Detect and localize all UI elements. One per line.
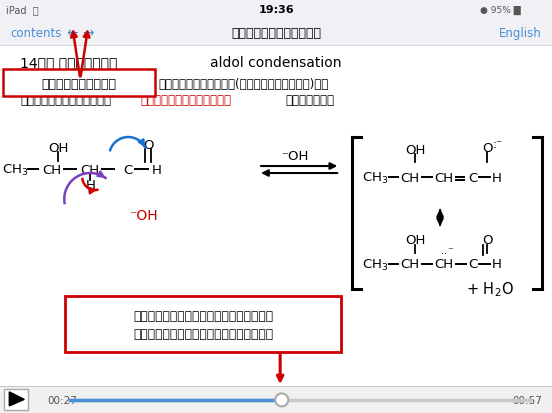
Text: aldol condensation: aldol condensation <box>210 56 342 70</box>
Text: ● 95% █: ● 95% █ <box>480 5 521 14</box>
Text: :⁻: :⁻ <box>493 137 503 150</box>
Text: →: → <box>82 26 94 40</box>
Text: O: O <box>143 138 153 151</box>
Text: C: C <box>124 163 133 176</box>
Text: ⁻OH: ⁻OH <box>129 209 157 223</box>
Polygon shape <box>9 392 24 406</box>
Text: O: O <box>482 234 492 247</box>
Text: 00:57: 00:57 <box>512 395 542 405</box>
Text: CH: CH <box>401 258 420 271</box>
Text: OH: OH <box>405 234 425 247</box>
Text: H: H <box>86 178 95 191</box>
Text: C: C <box>469 171 477 184</box>
Text: ⁻OH: ⁻OH <box>282 149 309 162</box>
Text: CH: CH <box>81 163 100 176</box>
Text: O: O <box>482 141 492 154</box>
Text: CH: CH <box>43 163 62 176</box>
Circle shape <box>275 394 288 406</box>
Text: OH: OH <box>405 143 425 156</box>
Text: ←: ← <box>66 26 78 40</box>
FancyBboxPatch shape <box>65 296 341 352</box>
Text: 画面をタップすると、好きな位置から再生: 画面をタップすると、好きな位置から再生 <box>133 310 273 323</box>
Text: CH: CH <box>401 171 420 184</box>
Text: 加熱や酸、塩基などの作用で: 加熱や酸、塩基などの作用で <box>20 93 112 106</box>
Text: iPad  ⛈: iPad ⛈ <box>6 5 39 15</box>
Text: H: H <box>492 171 502 184</box>
Text: 脱水反応（結果として縮合）: 脱水反応（結果として縮合） <box>140 93 231 106</box>
Text: 19:36: 19:36 <box>258 5 294 15</box>
Text: 前後の動画に進めます: 前後の動画に進めます <box>42 77 117 90</box>
Text: OH: OH <box>48 141 68 154</box>
Text: 成したアルドール生成物(ヒドロキシアルデヒド)は、: 成したアルドール生成物(ヒドロキシアルデヒド)は、 <box>158 77 328 90</box>
FancyBboxPatch shape <box>1 46 552 385</box>
Text: CH$_3$: CH$_3$ <box>362 257 388 272</box>
Text: contents: contents <box>10 26 62 40</box>
Text: English: English <box>499 26 542 40</box>
Text: ··: ·· <box>441 248 447 259</box>
FancyBboxPatch shape <box>1 0 552 20</box>
Text: CH$_3$: CH$_3$ <box>362 170 388 185</box>
Text: C: C <box>469 258 477 271</box>
Text: 14－５ アルドール縮合: 14－５ アルドール縮合 <box>20 56 118 70</box>
Text: CH: CH <box>434 171 454 184</box>
FancyBboxPatch shape <box>3 70 155 97</box>
Text: CH: CH <box>434 258 454 271</box>
Text: することができ、繰り返し学習が可能です: することができ、繰り返し学習が可能です <box>133 328 273 341</box>
Text: H: H <box>151 163 161 176</box>
FancyBboxPatch shape <box>1 386 552 413</box>
Text: CH$_3$: CH$_3$ <box>2 162 29 177</box>
FancyBboxPatch shape <box>1 20 552 46</box>
Text: + H$_2$O: + H$_2$O <box>466 280 514 299</box>
Text: H: H <box>492 258 502 271</box>
Text: ⁻: ⁻ <box>447 245 453 255</box>
Text: 00:27: 00:27 <box>47 395 77 405</box>
Text: １４－５．アルドール縮合: １４－５．アルドール縮合 <box>231 26 321 40</box>
Text: を起こしやすい: を起こしやすい <box>285 93 334 106</box>
FancyBboxPatch shape <box>4 389 28 410</box>
